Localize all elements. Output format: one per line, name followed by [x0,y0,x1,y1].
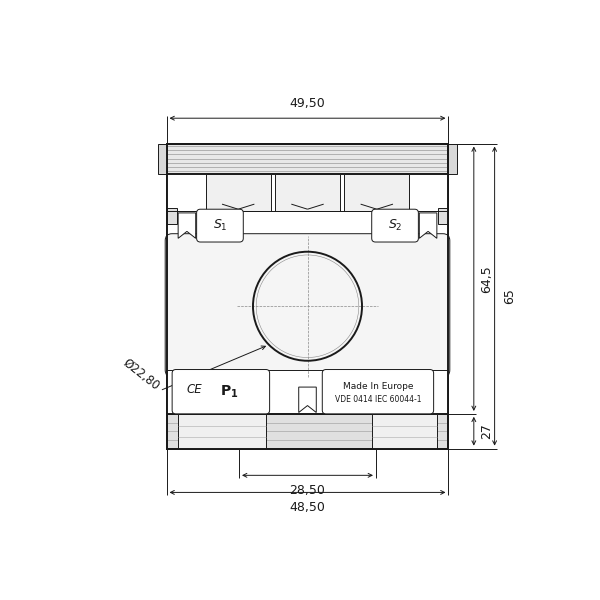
Text: $S_2$: $S_2$ [388,218,403,233]
Text: $S_1$: $S_1$ [212,218,227,233]
Text: 65: 65 [503,288,516,304]
Text: 28,50: 28,50 [290,484,325,497]
Text: VDE 0414 IEC 60044-1: VDE 0414 IEC 60044-1 [335,395,421,404]
Bar [167,211,448,241]
Text: 49,50: 49,50 [290,97,325,110]
Polygon shape [178,213,196,238]
Bar [167,414,448,449]
Bar [167,208,177,224]
Text: CE: CE [187,383,202,396]
Text: $\mathbf{P_1}$: $\mathbf{P_1}$ [220,383,238,400]
Bar [438,208,448,224]
FancyBboxPatch shape [172,370,269,414]
Text: Made In Europe: Made In Europe [343,382,413,391]
Bar [206,173,271,211]
Bar [372,414,437,449]
Polygon shape [299,387,316,412]
FancyBboxPatch shape [197,209,243,242]
Text: 27: 27 [480,423,493,439]
Text: 48,50: 48,50 [290,501,325,514]
Bar [448,143,457,173]
FancyBboxPatch shape [322,370,434,414]
Bar [167,143,448,449]
FancyBboxPatch shape [372,209,418,242]
Text: 64,5: 64,5 [480,265,493,293]
Bar [158,143,167,173]
Polygon shape [419,213,437,238]
Bar [344,173,409,211]
Bar [167,173,448,211]
FancyBboxPatch shape [165,233,450,377]
Bar [178,414,266,449]
Bar [167,143,448,449]
Bar [167,370,448,414]
Bar [167,143,448,173]
Bar [275,173,340,211]
Text: Ø22,80: Ø22,80 [121,356,162,393]
